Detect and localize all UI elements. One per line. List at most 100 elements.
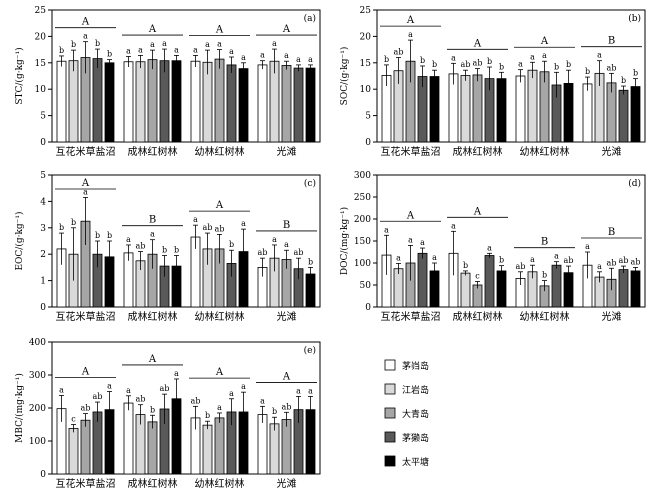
significance-letter: b bbox=[107, 231, 112, 240]
significance-letter: a bbox=[83, 187, 88, 196]
y-tick-label: 150 bbox=[354, 237, 371, 247]
y-tick-label: 3 bbox=[40, 224, 46, 234]
bar bbox=[92, 58, 103, 143]
category-label: 成林红树林 bbox=[128, 477, 178, 490]
legend-swatch bbox=[384, 407, 396, 419]
significance-letter: a bbox=[272, 39, 277, 48]
category-label: 成林红树林 bbox=[453, 310, 503, 323]
plot-frame bbox=[376, 174, 646, 308]
bar bbox=[135, 61, 146, 143]
bar bbox=[618, 89, 629, 143]
significance-letter: ab bbox=[93, 392, 103, 401]
panel-label: (a) bbox=[304, 13, 316, 24]
bar bbox=[630, 86, 641, 143]
y-tick-label: 100 bbox=[29, 437, 46, 447]
group-letter: A bbox=[81, 178, 90, 189]
group-letter: A bbox=[215, 25, 224, 36]
significance-letter: ab bbox=[136, 242, 146, 251]
significance-letter: ab bbox=[81, 404, 91, 413]
legend-label: 茅獭岛 bbox=[402, 432, 429, 444]
bar bbox=[104, 62, 115, 143]
y-tick-label: 200 bbox=[29, 404, 46, 414]
category-label: 光滩 bbox=[277, 310, 297, 323]
group-letter: B bbox=[541, 237, 548, 248]
significance-letter: ab bbox=[394, 48, 404, 57]
significance-letter: b bbox=[205, 411, 210, 420]
significance-letter: b bbox=[229, 240, 234, 249]
group-letter: A bbox=[81, 17, 90, 28]
group-letter: B bbox=[608, 36, 615, 47]
significance-letter: a bbox=[174, 45, 179, 54]
significance-letter: ab bbox=[136, 395, 146, 404]
significance-letter: ab bbox=[258, 248, 268, 257]
significance-letter: ab bbox=[203, 223, 213, 232]
significance-letter: b bbox=[308, 257, 313, 266]
significance-letter: a bbox=[162, 39, 167, 48]
significance-letter: b bbox=[542, 271, 547, 280]
y-tick-label: 50 bbox=[360, 281, 372, 291]
bar bbox=[159, 60, 170, 143]
category-label: 互花米草盐沼 bbox=[381, 310, 441, 323]
bar bbox=[68, 428, 79, 475]
category-label: 成林红树林 bbox=[128, 310, 178, 323]
significance-letter: a bbox=[217, 403, 222, 412]
chart-panel: 0510152025STC/(g·kg⁻¹)(a)互花米草盐沼bbabbA成林红… bbox=[14, 6, 321, 158]
significance-letter: a bbox=[126, 46, 131, 55]
y-tick-label: 400 bbox=[29, 338, 46, 348]
significance-letter: a bbox=[107, 382, 112, 391]
chart-panel: 0100200300400MBC/(mg·kg⁻¹)(e)互花米草盐沼acaba… bbox=[14, 338, 321, 490]
significance-letter: a bbox=[451, 53, 456, 62]
panel-label: (d) bbox=[628, 178, 641, 189]
bar bbox=[630, 270, 641, 308]
significance-letter: c bbox=[475, 271, 480, 280]
significance-letter: b bbox=[420, 56, 425, 65]
bar bbox=[393, 268, 404, 308]
bar bbox=[305, 67, 316, 143]
bar bbox=[417, 252, 428, 308]
significance-letter: ab bbox=[191, 396, 201, 405]
y-tick-label: 0 bbox=[365, 303, 371, 313]
panel-label: (e) bbox=[304, 345, 316, 356]
significance-letter: ab bbox=[619, 256, 629, 265]
bar bbox=[429, 76, 440, 143]
plot-frame bbox=[51, 341, 321, 475]
significance-letter: a bbox=[138, 45, 143, 54]
bar bbox=[460, 272, 471, 308]
bar bbox=[123, 252, 134, 308]
significance-letter: b bbox=[621, 76, 626, 85]
y-tick-label: 300 bbox=[29, 371, 46, 381]
significance-letter: b bbox=[107, 50, 112, 59]
significance-letter: a bbox=[384, 225, 389, 234]
bar bbox=[472, 74, 483, 143]
significance-letter: a bbox=[193, 45, 198, 54]
y-tick-label: 4 bbox=[40, 197, 46, 207]
significance-letter: b bbox=[95, 39, 100, 48]
group-letter: A bbox=[473, 38, 482, 49]
chart-panel: 0 50 100 150 200 250 300 DOC/(mg·kg⁻¹) (d) 互花米草盐沼… bbox=[339, 171, 646, 323]
bar bbox=[56, 60, 67, 143]
significance-letter: a bbox=[420, 238, 425, 247]
group-letter: A bbox=[148, 354, 157, 365]
y-tick-label: 25 bbox=[360, 6, 372, 16]
y-tick-label: 20 bbox=[360, 32, 372, 42]
bar bbox=[582, 83, 593, 143]
bar bbox=[226, 64, 237, 143]
bar bbox=[551, 264, 562, 308]
y-tick-label: 10 bbox=[35, 85, 47, 95]
bar bbox=[527, 69, 538, 143]
y-tick-label: 15 bbox=[35, 59, 47, 69]
significance-letter: b bbox=[174, 246, 179, 255]
significance-letter: a bbox=[193, 215, 198, 224]
y-axis-label: DOC/(mg·kg⁻¹) bbox=[339, 207, 350, 275]
group-letter: A bbox=[282, 24, 291, 35]
significance-letter: b bbox=[432, 60, 437, 69]
significance-letter: b bbox=[487, 57, 492, 66]
significance-letter: ab bbox=[473, 59, 483, 68]
bar bbox=[496, 270, 507, 308]
bar bbox=[123, 402, 134, 475]
bar bbox=[123, 61, 134, 143]
significance-letter: a bbox=[296, 386, 301, 395]
